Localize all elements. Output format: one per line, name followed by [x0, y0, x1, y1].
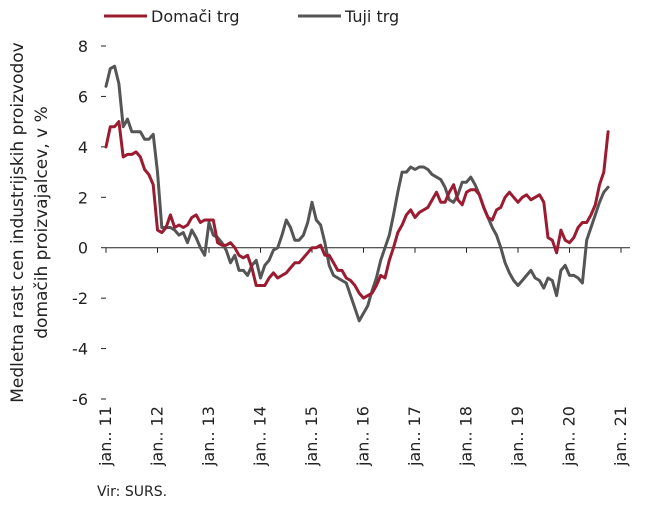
y-axis-title: Medletna rast cen industrijskih proizvod…: [8, 42, 52, 402]
x-tick-label: jan.. 12: [148, 406, 167, 467]
series-line-tuji-trg: [104, 64, 610, 323]
y-tick-label: 4: [78, 138, 88, 157]
y-axis-title-line: domačih proizvajalcev, v %: [32, 106, 52, 339]
source-note: Vir: SURS.: [97, 484, 168, 500]
x-tick-label: jan.. 15: [302, 406, 321, 467]
x-tick-label: jan.. 20: [560, 406, 579, 467]
y-tick-label: 8: [78, 37, 88, 56]
legend: Domači trg Tuji trg: [104, 7, 399, 26]
y-tick-label: -6: [72, 390, 88, 409]
x-tick-label: jan.. 21: [611, 406, 630, 467]
x-tick-label: jan.. 16: [354, 406, 373, 467]
x-tick-label: jan.. 14: [251, 406, 270, 467]
x-axis-ticks: jan.. 11 jan.. 12 jan.. 13 jan.. 14 jan.. 15…: [96, 247, 630, 467]
y-tick-label: 2: [78, 188, 88, 207]
series-layer: [104, 64, 610, 323]
x-tick-label: jan.. 17: [405, 406, 424, 467]
legend-label: Domači trg: [151, 7, 240, 26]
legend-label: Tuji trg: [344, 7, 399, 26]
x-tick-label: jan.. 11: [96, 406, 115, 467]
series-line-doma-i-trg: [104, 120, 610, 300]
x-tick-label: jan.. 19: [508, 406, 527, 467]
y-axis-ticks: -6 -4 -2 0 2 4 6 8: [72, 37, 106, 409]
y-tick-label: 6: [78, 87, 88, 106]
y-tick-label: -4: [72, 340, 88, 359]
x-tick-label: jan.. 13: [199, 406, 218, 467]
y-tick-label: -2: [72, 289, 88, 308]
y-axis-title-line: Medletna rast cen industrijskih proizvod…: [8, 42, 28, 402]
x-tick-label: jan.. 18: [457, 406, 476, 467]
y-tick-label: 0: [78, 239, 88, 258]
